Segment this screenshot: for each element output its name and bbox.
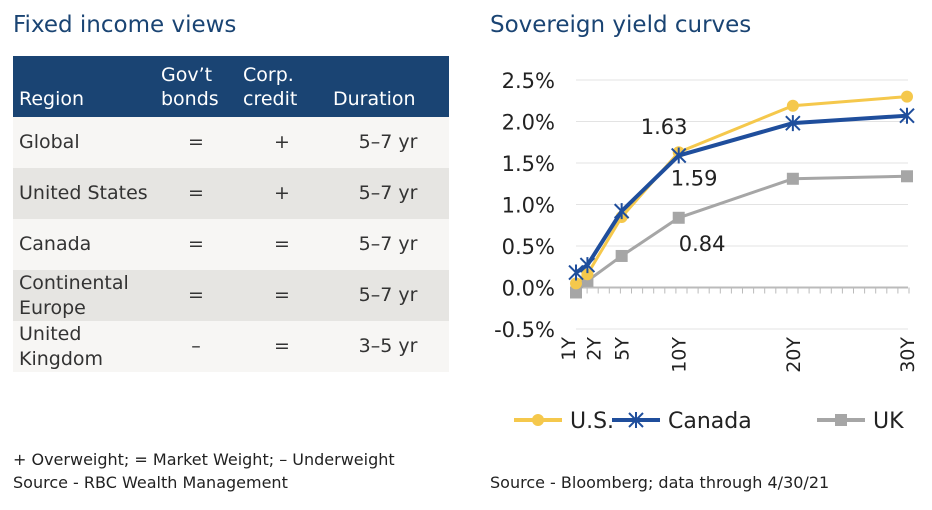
x-tick-label: 20Y	[783, 337, 805, 373]
data-point	[615, 249, 628, 262]
duration-cell: 5–7 yr	[327, 270, 449, 321]
table-row: Canada = = 5–7 yr	[13, 219, 449, 270]
corp-credit-cell: =	[237, 270, 327, 321]
data-point	[579, 257, 596, 274]
data-point	[901, 170, 913, 183]
table-title: Fixed income views	[13, 12, 237, 38]
table-row: United States = +5–7 yr	[13, 168, 449, 219]
series-line	[574, 113, 908, 275]
data-point	[786, 172, 799, 185]
corp-credit-cell: +	[237, 168, 327, 219]
govt-bonds-cell: –	[155, 321, 237, 372]
y-tick-label: 1.5%	[502, 152, 555, 176]
data-point	[672, 211, 685, 224]
data-label: 0.84	[679, 232, 726, 256]
govt-bonds-cell: =	[155, 168, 237, 219]
x-tick-label: 1Y	[558, 337, 580, 361]
chart-source: Source - Bloomberg; data through 4/30/21	[490, 473, 830, 492]
table-row: Global = +5–7 yr	[13, 117, 449, 168]
govt-bonds-cell: =	[155, 270, 237, 321]
duration-cell: 3–5 yr	[327, 321, 449, 372]
y-tick-label: 2.0%	[502, 111, 555, 135]
legend-label: UK	[873, 409, 904, 434]
table-row: United Kingdom – = 3–5 yr	[13, 321, 449, 372]
header-duration: Duration	[327, 56, 449, 117]
data-point	[570, 286, 582, 299]
data-point	[628, 412, 644, 428]
header-corp-credit: Corp. credit	[237, 56, 327, 117]
data-point	[835, 414, 847, 426]
x-tick-label: 10Y	[669, 337, 691, 373]
region-cell: Canada	[13, 219, 155, 270]
duration-cell: 5–7 yr	[327, 117, 449, 168]
header-region: Region	[13, 56, 155, 117]
x-tick-label: 30Y	[897, 337, 919, 373]
x-tick-label: 2Y	[583, 337, 605, 361]
y-tick-label: 0.0%	[502, 277, 555, 301]
footnote-legend: + Overweight; = Market Weight; – Underwe…	[13, 450, 395, 469]
series-uk	[570, 170, 913, 299]
govt-bonds-cell: =	[155, 117, 237, 168]
data-point	[786, 99, 799, 112]
region-cell: Global	[13, 117, 155, 168]
region-cell: Continental Europe	[13, 270, 155, 321]
region-cell: United States	[13, 168, 155, 219]
data-point	[570, 277, 582, 290]
series-line	[574, 174, 908, 294]
duration-cell: 5–7 yr	[327, 168, 449, 219]
data-point	[785, 115, 801, 132]
data-label: 1.59	[671, 167, 718, 191]
y-tick-label: -0.5%	[494, 318, 555, 342]
data-point	[671, 147, 687, 164]
data-point	[613, 203, 630, 220]
legend-item: U.S.	[514, 409, 614, 434]
data-point	[901, 90, 913, 103]
y-tick-label: 1.0%	[502, 194, 555, 218]
legend-item: Canada	[612, 409, 752, 434]
region-cell: United Kingdom	[13, 321, 155, 372]
data-label: 1.63	[641, 115, 688, 139]
data-point	[899, 107, 915, 124]
corp-credit-cell: +	[237, 117, 327, 168]
data-point	[532, 414, 544, 426]
legend-label: Canada	[668, 409, 752, 434]
yield-curve-chart: 2.5% 2.0% 1.5% 1.0% 0.5% 0.0% -0.5%1Y 2Y 5Y 10Y 20…	[494, 69, 919, 434]
fixed-income-table: Region Gov’t bonds Corp. credit Duration…	[13, 56, 449, 372]
series-canada	[568, 107, 915, 281]
legend-label: U.S.	[570, 409, 614, 434]
corp-credit-cell: =	[237, 321, 327, 372]
govt-bonds-cell: =	[155, 219, 237, 270]
y-tick-label: 0.5%	[502, 235, 555, 259]
y-tick-label: 2.5%	[502, 69, 555, 93]
duration-cell: 5–7 yr	[327, 219, 449, 270]
data-point	[581, 268, 594, 281]
table-row: Continental Europe = = 5–7 yr	[13, 270, 449, 321]
corp-credit-cell: =	[237, 219, 327, 270]
chart-title: Sovereign yield curves	[490, 12, 752, 38]
footnote-source: Source - RBC Wealth Management	[13, 473, 288, 492]
x-tick-label: 5Y	[612, 337, 634, 361]
data-point	[568, 264, 584, 281]
legend-item: UK	[817, 409, 904, 434]
header-govt-bonds: Gov’t bonds	[155, 56, 237, 117]
